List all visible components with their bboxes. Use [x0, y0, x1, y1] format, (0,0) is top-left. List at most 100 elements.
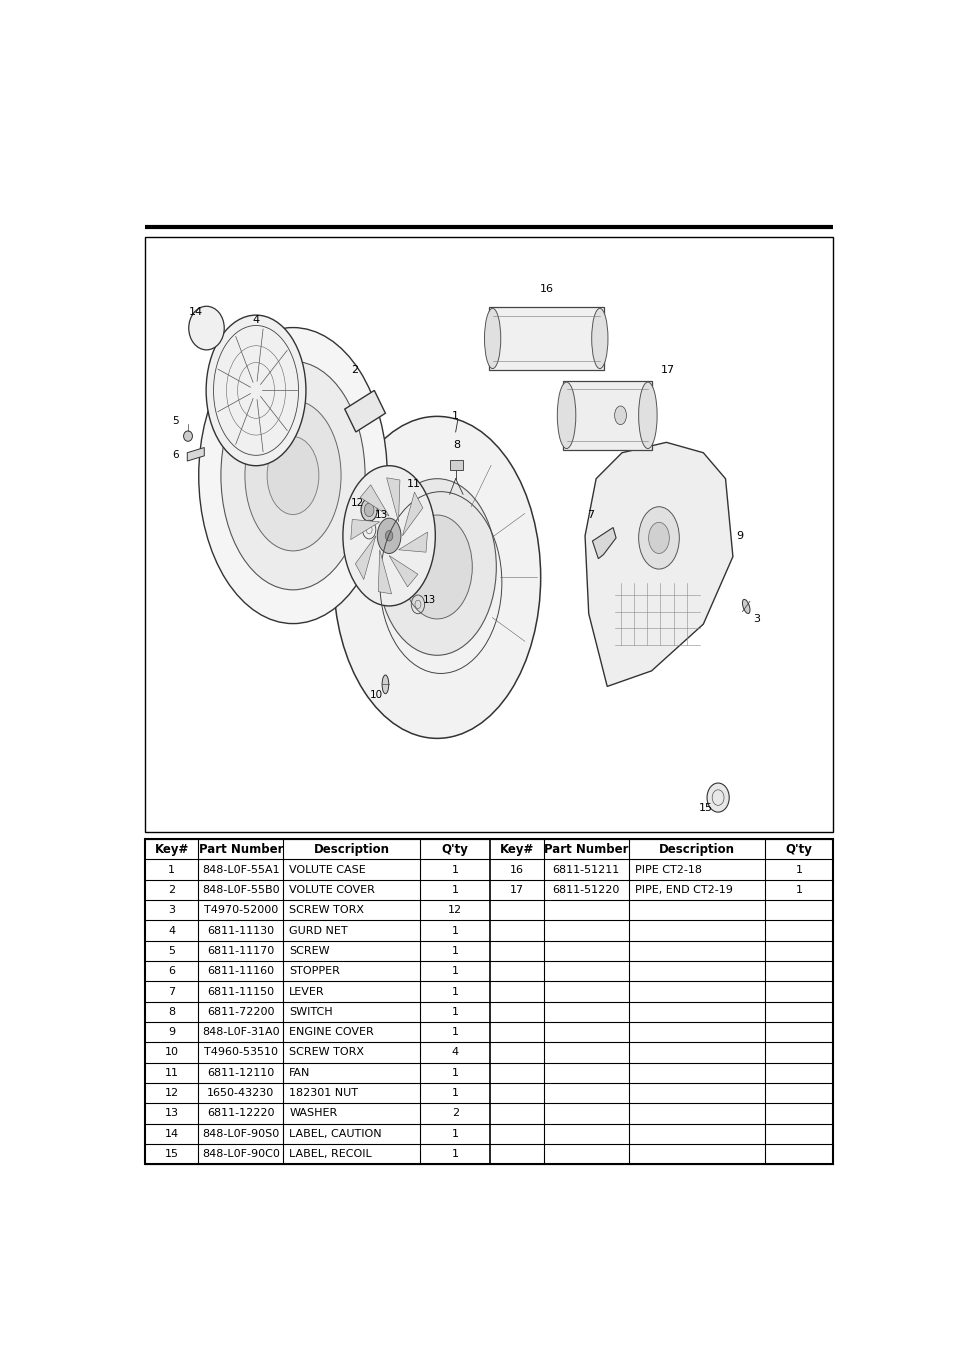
- Text: 6811-12220: 6811-12220: [207, 1109, 274, 1118]
- Ellipse shape: [183, 430, 193, 441]
- Text: 13: 13: [423, 595, 436, 606]
- Polygon shape: [187, 448, 204, 461]
- Ellipse shape: [245, 401, 341, 550]
- Ellipse shape: [401, 515, 472, 619]
- Text: 1: 1: [168, 865, 175, 874]
- Polygon shape: [584, 442, 732, 687]
- Ellipse shape: [334, 417, 540, 738]
- Bar: [145, 839, 832, 1164]
- Text: 12: 12: [165, 1089, 178, 1098]
- Text: 17: 17: [660, 364, 674, 375]
- Text: 1: 1: [452, 865, 458, 874]
- Text: 182301 NUT: 182301 NUT: [289, 1089, 358, 1098]
- Text: 11: 11: [406, 479, 420, 488]
- Text: 1: 1: [452, 885, 458, 894]
- Text: 2: 2: [452, 1109, 458, 1118]
- Ellipse shape: [638, 507, 679, 569]
- Text: 6: 6: [172, 449, 178, 460]
- Ellipse shape: [484, 309, 500, 368]
- Text: SWITCH: SWITCH: [289, 1006, 333, 1017]
- Ellipse shape: [638, 382, 657, 449]
- Text: 848-L0F-31A0: 848-L0F-31A0: [202, 1027, 279, 1037]
- Ellipse shape: [385, 530, 393, 541]
- Text: 848-L0F-90S0: 848-L0F-90S0: [202, 1129, 279, 1139]
- Text: LABEL, CAUTION: LABEL, CAUTION: [289, 1129, 381, 1139]
- Text: 9: 9: [736, 530, 743, 541]
- Polygon shape: [402, 492, 422, 536]
- Text: 7: 7: [587, 510, 594, 521]
- Text: 848-L0F-55B0: 848-L0F-55B0: [202, 885, 279, 894]
- Text: 17: 17: [510, 885, 523, 894]
- Text: 1: 1: [452, 411, 458, 421]
- Text: Part Number: Part Number: [543, 843, 628, 855]
- Text: 1: 1: [452, 1027, 458, 1037]
- Ellipse shape: [221, 362, 365, 590]
- Text: 8: 8: [453, 441, 460, 451]
- Text: 6811-72200: 6811-72200: [207, 1006, 274, 1017]
- Polygon shape: [449, 460, 462, 471]
- Ellipse shape: [206, 316, 306, 465]
- Text: 1: 1: [452, 1006, 458, 1017]
- Text: 11: 11: [165, 1068, 178, 1078]
- Bar: [562, 380, 651, 449]
- Text: Key#: Key#: [499, 843, 534, 855]
- Text: 1: 1: [452, 966, 458, 977]
- Text: 9: 9: [168, 1027, 175, 1037]
- Ellipse shape: [360, 498, 376, 521]
- Text: 10: 10: [370, 689, 383, 700]
- Text: 13: 13: [165, 1109, 178, 1118]
- Ellipse shape: [614, 406, 626, 425]
- Text: 1: 1: [795, 865, 801, 874]
- Text: 7: 7: [168, 986, 175, 997]
- Text: 1: 1: [452, 946, 458, 956]
- Text: 14: 14: [188, 308, 202, 317]
- Ellipse shape: [706, 782, 728, 812]
- Text: 8: 8: [168, 1006, 175, 1017]
- Text: 5: 5: [172, 415, 178, 425]
- Text: 4: 4: [253, 314, 259, 325]
- Text: WASHER: WASHER: [289, 1109, 337, 1118]
- Text: 2: 2: [351, 364, 357, 375]
- Polygon shape: [378, 550, 391, 594]
- Polygon shape: [398, 532, 427, 552]
- Ellipse shape: [377, 479, 496, 656]
- Text: LABEL, RECOIL: LABEL, RECOIL: [289, 1149, 372, 1159]
- Ellipse shape: [648, 522, 669, 553]
- Polygon shape: [592, 527, 616, 558]
- Text: VOLUTE COVER: VOLUTE COVER: [289, 885, 375, 894]
- Ellipse shape: [364, 503, 374, 517]
- Text: 15: 15: [165, 1149, 178, 1159]
- Text: 1650-43230: 1650-43230: [207, 1089, 274, 1098]
- Text: 1: 1: [452, 1149, 458, 1159]
- Text: 848-L0F-55A1: 848-L0F-55A1: [202, 865, 279, 874]
- Text: 6811-51220: 6811-51220: [552, 885, 619, 894]
- Text: 4: 4: [168, 925, 175, 936]
- Text: 6811-51211: 6811-51211: [552, 865, 619, 874]
- Text: 6811-11150: 6811-11150: [207, 986, 274, 997]
- Ellipse shape: [557, 382, 576, 449]
- Text: 4: 4: [452, 1047, 458, 1058]
- Text: 6811-11160: 6811-11160: [207, 966, 274, 977]
- Ellipse shape: [342, 465, 435, 606]
- Text: 1: 1: [452, 1068, 458, 1078]
- Text: LEVER: LEVER: [289, 986, 325, 997]
- Text: 6811-11170: 6811-11170: [207, 946, 274, 956]
- Text: 12: 12: [351, 498, 363, 507]
- Text: 1: 1: [452, 986, 458, 997]
- Ellipse shape: [382, 674, 388, 693]
- Text: Description: Description: [659, 843, 734, 855]
- Polygon shape: [386, 478, 399, 522]
- Text: 1: 1: [452, 925, 458, 936]
- Text: 6811-11130: 6811-11130: [207, 925, 274, 936]
- Text: VOLUTE CASE: VOLUTE CASE: [289, 865, 366, 874]
- Text: 1: 1: [452, 1089, 458, 1098]
- Text: Part Number: Part Number: [198, 843, 283, 855]
- Text: SCREW TORX: SCREW TORX: [289, 905, 364, 915]
- Text: 16: 16: [539, 283, 553, 294]
- Text: FAN: FAN: [289, 1068, 311, 1078]
- Ellipse shape: [267, 437, 318, 514]
- Text: 10: 10: [165, 1047, 178, 1058]
- Text: T4970-52000: T4970-52000: [204, 905, 277, 915]
- Text: Key#: Key#: [154, 843, 189, 855]
- Text: ENGINE COVER: ENGINE COVER: [289, 1027, 374, 1037]
